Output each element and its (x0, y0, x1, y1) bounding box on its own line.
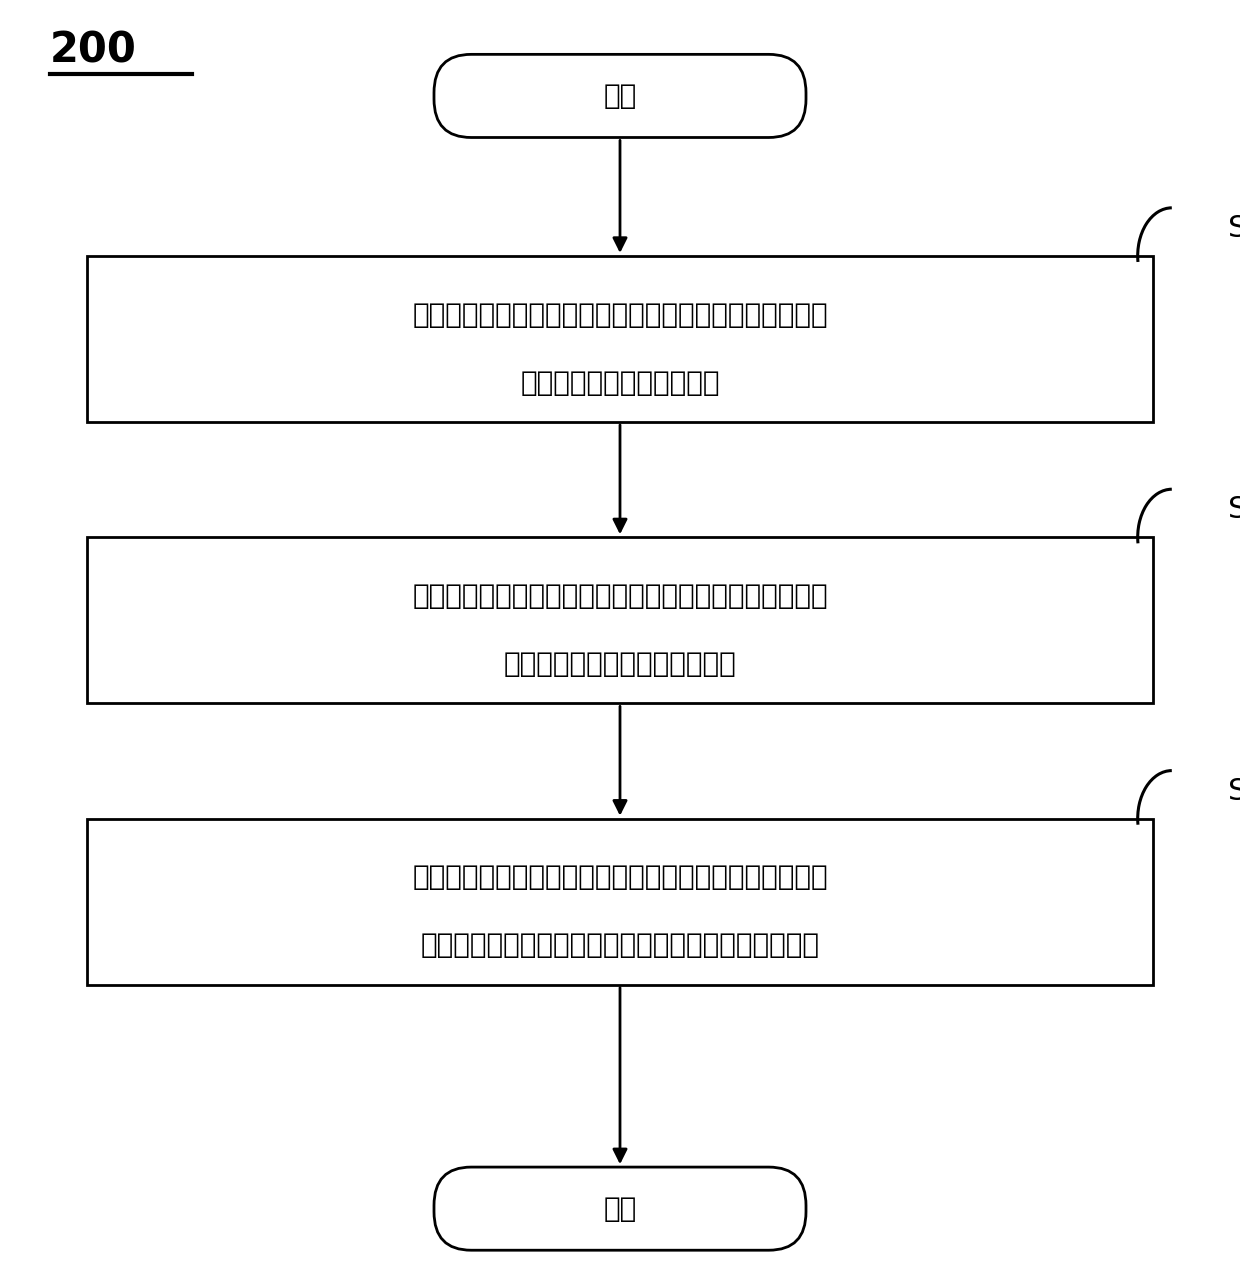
Text: 使所述多能源耦合系统的运行成本最小的最优调度方案: 使所述多能源耦合系统的运行成本最小的最优调度方案 (420, 931, 820, 959)
Text: 散场景进行削减以消除冗余场景: 散场景进行削减以消除冗余场景 (503, 650, 737, 678)
Text: S210: S210 (1228, 214, 1240, 243)
Text: 不确定因素的概率密度函数: 不确定因素的概率密度函数 (521, 368, 719, 396)
Text: 结束: 结束 (604, 1195, 636, 1223)
Text: 对所述多能源耦合系统的不确定因素进行建模，以确定各: 对所述多能源耦合系统的不确定因素进行建模，以确定各 (412, 301, 828, 329)
Bar (87, 537, 1153, 703)
Text: S220: S220 (1228, 495, 1240, 524)
Bar (87, 819, 1153, 985)
Text: S230: S230 (1228, 776, 1240, 806)
FancyBboxPatch shape (434, 55, 806, 137)
Text: 基于削减后的离散场景，在设定的运行约束条件下，确定: 基于削减后的离散场景，在设定的运行约束条件下，确定 (412, 863, 828, 891)
Text: 200: 200 (50, 29, 136, 72)
Text: 开始: 开始 (604, 82, 636, 110)
Text: 根据所述概率密度函数生成多个离散场景，对所述多个离: 根据所述概率密度函数生成多个离散场景，对所述多个离 (412, 582, 828, 610)
Bar (87, 256, 1153, 422)
FancyBboxPatch shape (434, 1166, 806, 1251)
